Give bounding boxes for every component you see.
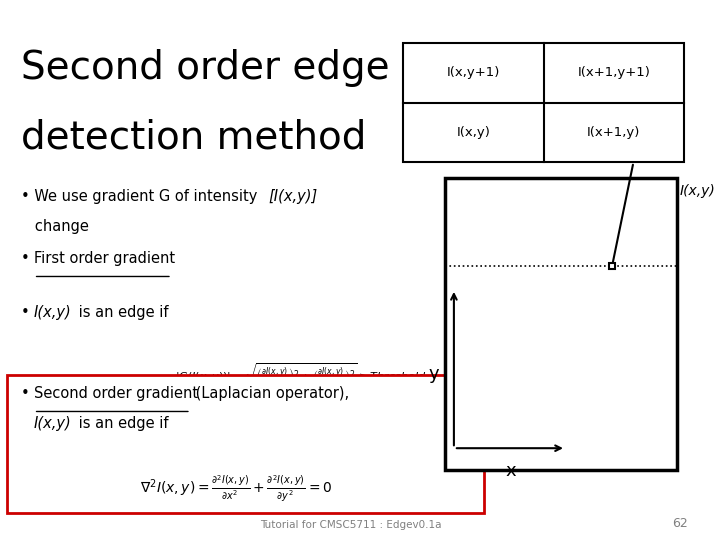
Text: First order gradient: First order gradient (34, 251, 175, 266)
Text: change: change (21, 219, 89, 234)
Text: y: y (429, 364, 440, 382)
Text: 62: 62 (672, 517, 688, 530)
Text: I(x+1,y): I(x+1,y) (588, 126, 641, 139)
Bar (446, 178, 677, 470)
Text: detection method: detection method (21, 119, 366, 157)
Text: x: x (505, 462, 516, 480)
Text: [I(x,y)]: [I(x,y)] (268, 189, 318, 204)
Text: $\nabla^2 I(x, y) = \frac{\partial^2 I(x, y)}{\partial x^2} + \frac{\partial^2 I: $\nabla^2 I(x, y) = \frac{\partial^2 I(x… (140, 474, 333, 504)
Text: is an edge if: is an edge if (73, 305, 168, 320)
Text: Second order gradient: Second order gradient (34, 386, 198, 401)
Text: •: • (21, 305, 35, 320)
Text: I(x,y+1): I(x,y+1) (447, 66, 500, 79)
Text: •: • (21, 251, 35, 266)
Text: I(x,y): I(x,y) (34, 305, 71, 320)
Text: I(x,y): I(x,y) (34, 416, 71, 431)
Bar (403, 43, 684, 162)
Text: $|G(I(x,y))| \approx \sqrt{\left(\frac{\partial I(x,y)}{\partial x}\right)^2 + \: $|G(I(x,y))| \approx \sqrt{\left(\frac{\… (176, 361, 427, 390)
Text: Tutorial for CMSC5711 : Edgev0.1a: Tutorial for CMSC5711 : Edgev0.1a (260, 520, 441, 530)
Text: is an edge if: is an edge if (74, 416, 169, 431)
Text: Second order edge: Second order edge (21, 49, 390, 86)
Text: •: • (21, 386, 35, 401)
Text: (Laplacian operator),: (Laplacian operator), (191, 386, 349, 401)
Text: I(x,y): I(x,y) (680, 184, 716, 198)
Bar (7, 375, 484, 513)
Text: I(x,y): I(x,y) (456, 126, 490, 139)
Text: I(x+1,y+1): I(x+1,y+1) (577, 66, 650, 79)
Text: • We use gradient G of intensity: • We use gradient G of intensity (21, 189, 262, 204)
